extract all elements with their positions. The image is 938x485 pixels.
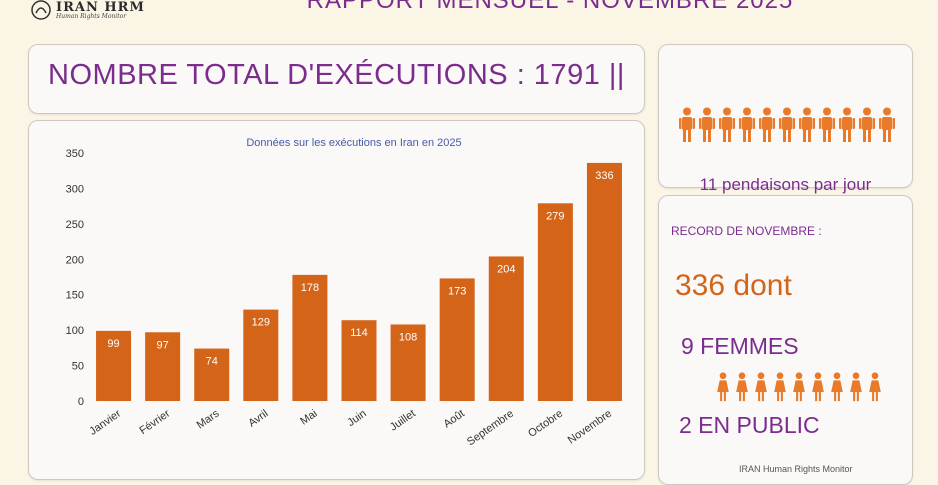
bar [439,278,475,401]
y-tick-label: 350 [66,148,84,160]
woman-icon [755,372,767,402]
woman-icon [736,372,748,402]
bar-data-label: 173 [448,285,466,297]
record-card: RECORD DE NOVEMBRE : 336 dont 9 FEMMES 2… [658,195,913,485]
woman-icon-row [715,372,883,402]
person-icon [799,107,815,142]
bar-data-label: 129 [252,317,270,329]
bar-data-label: 97 [157,339,169,351]
logo-subtitle: Human Rights Monitor [56,12,127,20]
page-title: RAPPORT MENSUEL - NOVEMBRE 2025 [306,0,794,14]
woman-icon [812,372,824,402]
person-icon [819,107,835,142]
bar-data-label: 178 [301,282,319,294]
record-title: RECORD DE NOVEMBRE : [671,224,822,238]
per-day-text: 11 pendaisons par jour [699,175,872,194]
person-icon [679,107,695,142]
bar-data-label: 99 [107,338,119,350]
y-tick-label: 0 [78,396,84,408]
x-tick-label: Août [441,408,466,431]
bar [145,332,181,401]
chart-title: Données sur les exécutions en Iran en 20… [246,137,461,149]
woman-icon [774,372,786,402]
x-tick-label: Mars [195,407,222,431]
bar [243,309,279,401]
bar [586,162,622,401]
x-tick-label: Octobre [526,408,565,440]
bar [488,256,524,401]
total-executions-card: NOMBRE TOTAL D'EXÉCUTIONS : 1791 || [28,44,645,114]
bar-data-label: 108 [399,331,417,343]
logo-mark-icon [31,0,51,20]
y-tick-label: 100 [66,325,84,337]
logo: IRAN HRM Human Rights Monitor [30,0,150,24]
logo-name: IRAN HRM [56,0,145,15]
person-icon [839,107,855,142]
y-tick-label: 50 [72,361,84,373]
bar-data-label: 279 [546,210,564,222]
bar [96,330,132,401]
bar-chart: Données sur les exécutions en Iran en 20… [66,137,622,449]
bar-data-label: 336 [595,170,613,182]
woman-icon [793,372,805,402]
x-tick-label: Février [137,407,172,437]
bar [537,203,573,401]
record-women: 9 FEMMES [681,333,799,359]
bar [341,320,377,401]
person-icon-row [679,107,895,143]
woman-icon [869,372,881,402]
y-tick-label: 150 [66,290,84,302]
bar-data-label: 204 [497,263,515,275]
chart-card: Données sur les exécutions en Iran en 20… [28,120,645,480]
person-icon [719,107,735,142]
y-tick-label: 200 [66,254,84,266]
y-tick-label: 250 [66,219,84,231]
person-icon [859,107,875,142]
bar [292,274,328,401]
x-tick-label: Janvier [87,407,123,437]
bar [194,348,230,401]
record-count: 336 dont [675,269,792,302]
woman-icon [831,372,843,402]
woman-icon [850,372,862,402]
per-day-card: 11 pendaisons par jour [658,44,913,194]
x-tick-label: Mai [298,408,319,428]
person-icon [779,107,795,142]
record-public: 2 EN PUBLIC [679,412,820,438]
x-tick-label: Septembre [465,408,516,449]
bar-data-label: 74 [206,356,218,368]
record-source: IRAN Human Rights Monitor [739,464,853,474]
person-icon [879,107,895,142]
x-tick-label: Novembre [566,408,614,447]
total-executions-text: NOMBRE TOTAL D'EXÉCUTIONS : 1791 || [48,59,625,91]
person-icon [699,107,715,142]
woman-icon [717,372,729,402]
bar-data-label: 114 [350,327,368,339]
x-tick-label: Avril [246,408,270,430]
person-icon [759,107,775,142]
x-tick-label: Juillet [388,408,418,434]
x-tick-label: Juin [345,408,368,429]
y-tick-label: 300 [66,183,84,195]
bar [390,324,426,401]
person-icon [739,107,755,142]
